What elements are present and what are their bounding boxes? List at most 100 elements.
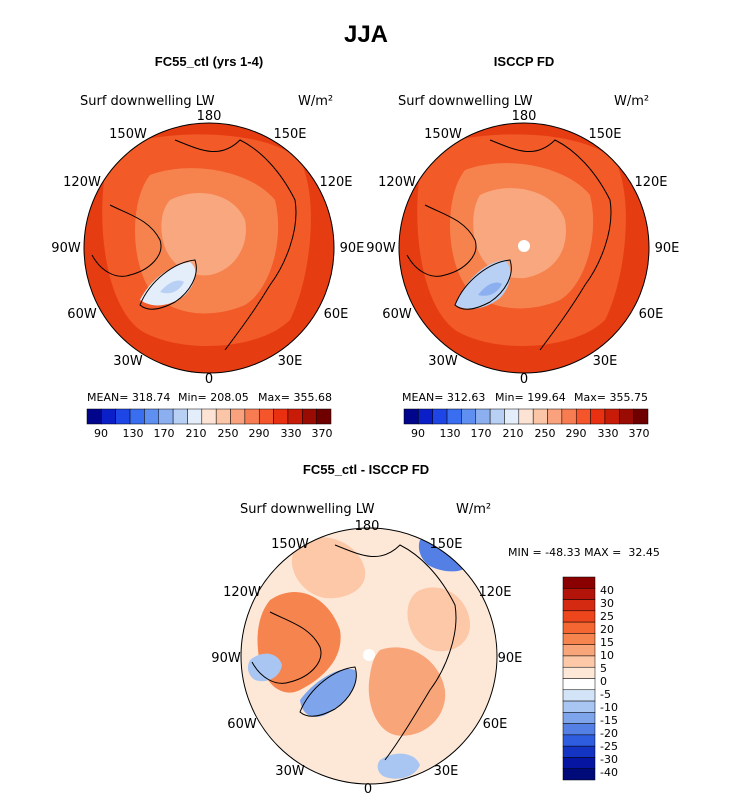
colorbar-label: 30 xyxy=(600,597,614,610)
coastline-eurasia xyxy=(334,544,457,761)
lon-labels: 180 150E 120E 90E 60E 30E 0 30W 60W 90W … xyxy=(51,109,364,387)
colorbar-label: 90 xyxy=(411,427,425,440)
colorbar-swatch xyxy=(562,689,596,702)
lon-labels: 180 150E 120E 90E 60E 30E 0 30W 60W 90W … xyxy=(211,519,522,797)
colorbar-swatch xyxy=(562,723,596,736)
colorbar-swatch xyxy=(201,408,217,425)
lon-label: 180 xyxy=(512,109,537,124)
lon-label: 150W xyxy=(109,127,147,142)
colorbar-label: 170 xyxy=(471,427,492,440)
colorbar-swatch xyxy=(432,408,448,425)
field-contour-positive xyxy=(291,536,366,599)
figure-title: JJA xyxy=(344,21,388,48)
lon-label: 150W xyxy=(424,127,462,142)
colorbar-swatch xyxy=(561,408,577,425)
panel-difference: FC55_ctl - ISCCP FD Surf downwelling LW … xyxy=(211,462,660,797)
colorbar-swatch xyxy=(302,408,317,425)
colorbar-label: 250 xyxy=(218,427,239,440)
coastline-greenland xyxy=(454,259,512,310)
lon-label: 30E xyxy=(593,354,618,369)
lon-label: 60W xyxy=(227,717,257,732)
lon-label: 30E xyxy=(434,764,459,779)
colorbar-swatch xyxy=(575,408,591,425)
colorbar-swatch xyxy=(172,408,188,425)
lon-label: 90W xyxy=(366,241,396,256)
field-contour-negative xyxy=(247,653,282,682)
colorbar-labels: 40 30 25 20 15 10 5 0 -5 -10 -15 -20 -25… xyxy=(600,584,618,779)
colorbar-label: -15 xyxy=(600,714,618,727)
field-contour-greenland-min xyxy=(160,280,184,294)
colorbar-label: 130 xyxy=(440,427,461,440)
colorbar-swatch xyxy=(489,408,505,425)
coastline-greenland xyxy=(299,666,357,717)
colorbar-swatch xyxy=(562,644,596,657)
colorbar-swatch xyxy=(187,408,203,425)
colorbar xyxy=(403,408,649,425)
panel-title: ISCCP FD xyxy=(494,54,554,69)
colorbar-label: 40 xyxy=(600,584,614,597)
lon-label: 60W xyxy=(382,307,412,322)
colorbar-swatch xyxy=(475,408,491,425)
colorbar-swatch xyxy=(619,408,634,425)
coastline-greenland xyxy=(139,259,197,310)
coastline-north-america xyxy=(91,204,162,277)
lon-label: 180 xyxy=(197,109,222,124)
colorbar-swatch xyxy=(562,621,596,634)
lon-label: 150E xyxy=(588,127,621,142)
colorbar-swatch xyxy=(562,588,596,600)
map-border xyxy=(398,122,650,374)
colorbar-swatch xyxy=(230,408,246,425)
map-border xyxy=(240,527,498,785)
stat-min: Min= 199.64 xyxy=(495,391,566,404)
lon-label: 30E xyxy=(278,354,303,369)
coastlines xyxy=(251,544,457,761)
lon-label: 90W xyxy=(211,651,241,666)
colorbar-label: 210 xyxy=(186,427,207,440)
panel-title: FC55_ctl (yrs 1-4) xyxy=(155,54,263,69)
colorbar xyxy=(562,576,596,781)
stat-mean: MEAN= 318.74 xyxy=(87,391,170,404)
colorbar-swatch xyxy=(604,408,620,425)
lon-label: 60E xyxy=(483,717,508,732)
colorbar-swatch xyxy=(562,633,596,645)
colorbar-label: 170 xyxy=(154,427,175,440)
colorbar-swatch xyxy=(258,408,274,425)
lon-label: 90E xyxy=(340,241,365,256)
lon-label: 120W xyxy=(223,585,261,600)
colorbar-swatch xyxy=(562,610,596,623)
coastline-eurasia xyxy=(174,139,297,351)
colorbar-swatch xyxy=(562,576,596,589)
lon-label: 60E xyxy=(324,307,349,322)
lon-label: 150E xyxy=(273,127,306,142)
colorbar-swatch xyxy=(418,408,433,425)
colorbar-swatch xyxy=(129,408,145,425)
colorbar-swatch xyxy=(403,408,419,425)
colorbar-label: 290 xyxy=(566,427,587,440)
lon-label: 120W xyxy=(378,175,416,190)
field-contour-positive xyxy=(368,647,446,736)
colorbar-swatch xyxy=(461,408,477,425)
pole-mask xyxy=(518,240,530,252)
colorbar-swatch xyxy=(316,408,332,425)
stat-max: Max= 355.75 xyxy=(574,391,648,404)
lon-label: 60E xyxy=(639,307,664,322)
colorbar-label: -25 xyxy=(600,740,618,753)
colorbar-label: 10 xyxy=(600,649,614,662)
lon-label: 120E xyxy=(319,175,352,190)
lon-label: 90E xyxy=(655,241,680,256)
field-contour-negative xyxy=(377,753,420,779)
panel-subtitle: Surf downwelling LW xyxy=(398,94,533,109)
colorbar-swatch xyxy=(562,757,596,769)
colorbar-swatch xyxy=(446,408,462,425)
coastline-north-america xyxy=(251,611,322,684)
stat-minmax: MIN = -48.33 MAX = 32.45 xyxy=(508,546,660,559)
panel-model: FC55_ctl (yrs 1-4) Surf downwelling LW W… xyxy=(51,54,364,440)
colorbar-label: 250 xyxy=(535,427,556,440)
lon-label: 0 xyxy=(520,372,528,387)
panel-observation: ISCCP FD Surf downwelling LW W/m² 180 15… xyxy=(366,54,679,440)
coastlines xyxy=(91,139,297,351)
panel-subtitle: Surf downwelling LW xyxy=(80,94,215,109)
lon-label: 0 xyxy=(364,782,372,797)
colorbar-label: 90 xyxy=(94,427,108,440)
